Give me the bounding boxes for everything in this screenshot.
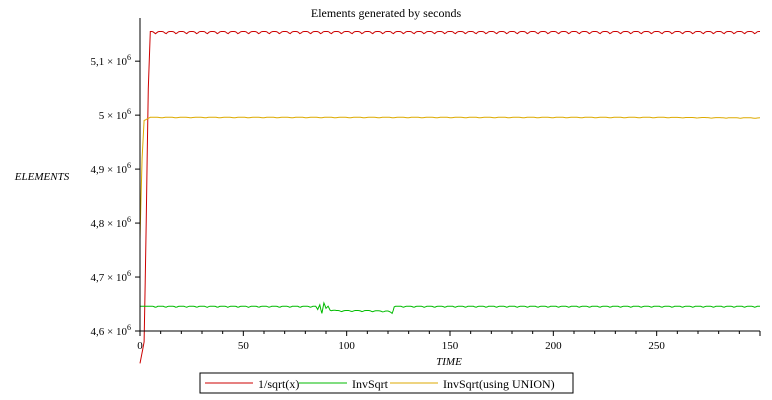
legend-label: InvSqrt(using UNION): [443, 377, 555, 391]
x-tick-label: 250: [648, 340, 665, 352]
x-tick-label: 200: [545, 340, 562, 352]
y-tick-label: 4,8 × 106: [91, 215, 131, 230]
series-line-1: [140, 301, 760, 315]
y-tick-label: 4,6 × 106: [91, 323, 131, 338]
series-line-0: [139, 31, 760, 364]
y-tick-label: 4,7 × 106: [91, 269, 131, 284]
y-axis-label: ELEMENTS: [14, 171, 70, 183]
legend-label: InvSqrt: [352, 377, 389, 391]
x-tick-label: 0: [137, 340, 143, 352]
chart-title: Elements generated by seconds: [311, 6, 462, 20]
legend-label: 1/sqrt(x): [258, 377, 299, 391]
y-axis: 4,6 × 106 4,7 × 106 4,8 × 106 4,9 × 106 5 × …: [91, 18, 141, 338]
y-tick-label: 4,9 × 106: [91, 161, 131, 176]
plot-area: [139, 31, 761, 364]
x-tick-label: 150: [442, 340, 459, 352]
x-axis: 0 50 100 150 200 250: [137, 330, 761, 352]
legend: 1/sqrt(x) InvSqrt InvSqrt(using UNION): [199, 372, 574, 394]
x-axis-label: TIME: [436, 356, 462, 368]
series-line-2: [139, 116, 761, 240]
legend-box: [199, 372, 574, 394]
y-tick-label: 5,1 × 106: [91, 53, 131, 68]
x-tick-label: 100: [338, 340, 355, 352]
x-tick-label: 50: [238, 340, 250, 352]
y-tick-label: 5 × 106: [99, 107, 131, 122]
